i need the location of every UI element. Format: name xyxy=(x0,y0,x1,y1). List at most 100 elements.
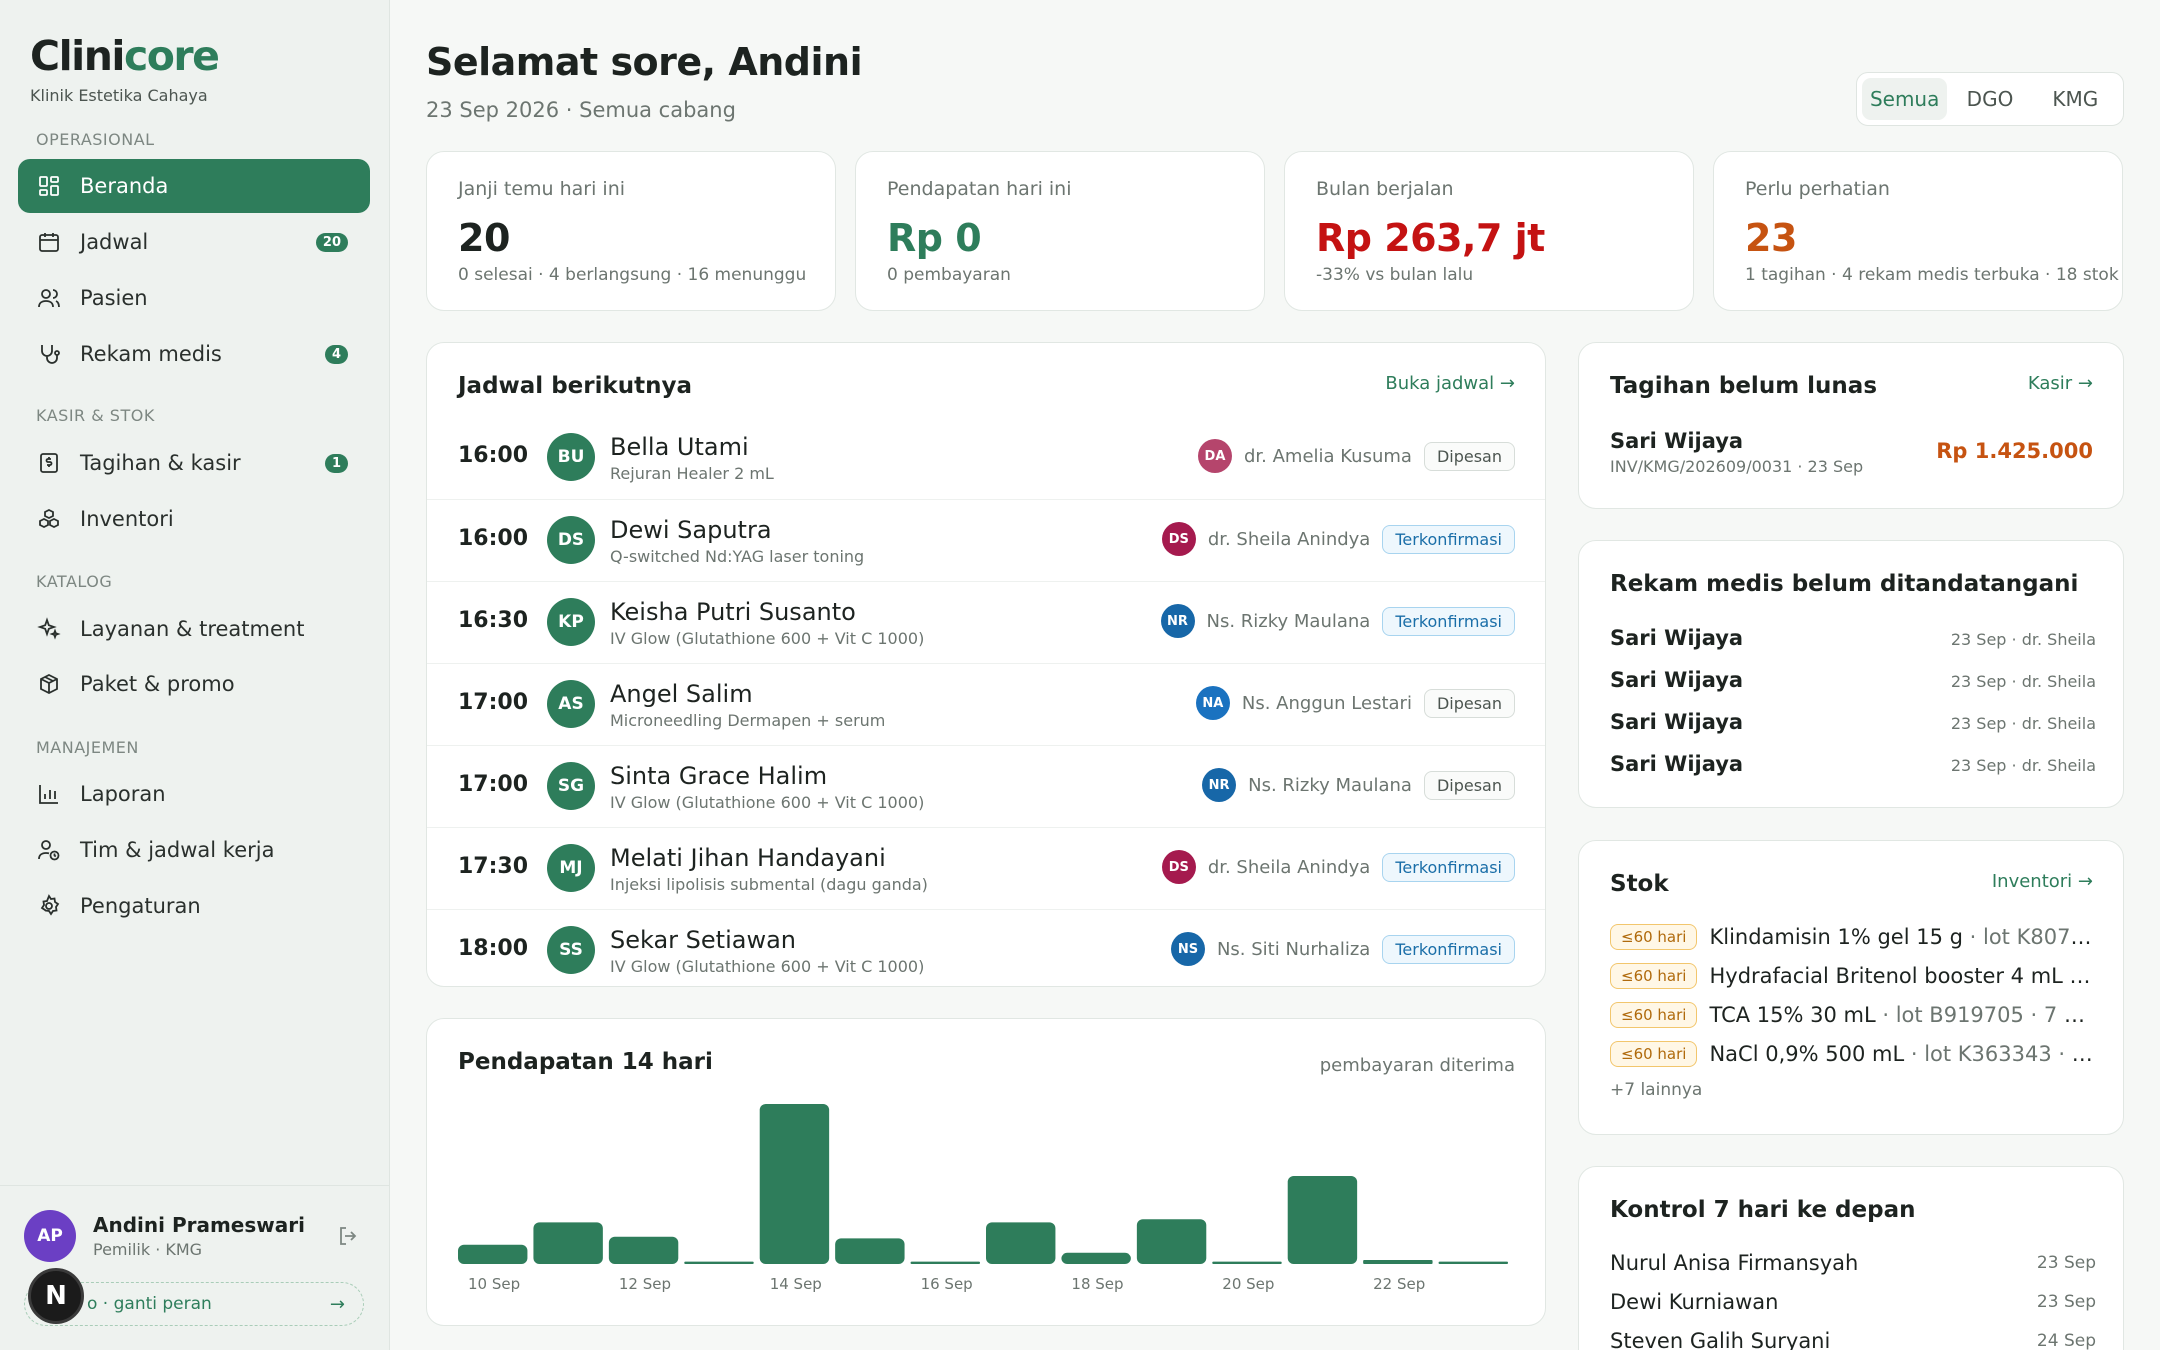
sidebar-item-label: Tim & jadwal kerja xyxy=(80,838,275,862)
unsigned-records-card: Rekam medis belum ditandatangani Sari Wi… xyxy=(1578,540,2124,808)
sidebar-item-pasien[interactable]: Pasien xyxy=(18,271,370,325)
sidebar-item-rekam-medis[interactable]: Rekam medis 4 xyxy=(18,327,370,381)
schedule-card: Jadwal berikutnya Buka jadwal → 16:00 BU B… xyxy=(426,342,1546,987)
x-tick-label: 12 Sep xyxy=(619,1275,671,1293)
record-patient: Sari Wijaya xyxy=(1610,710,1744,734)
stat-value: 20 xyxy=(458,216,510,260)
sidebar-item-tagihan-kasir[interactable]: Tagihan & kasir 1 xyxy=(18,436,370,490)
practitioner-avatar: NS xyxy=(1170,932,1205,966)
status-badge: Terkonfirmasi xyxy=(1382,606,1515,636)
revenue-bar xyxy=(835,1238,905,1264)
inventory-link[interactable]: Inventori → xyxy=(1991,871,2093,892)
sidebar-item-laporan[interactable]: Laporan xyxy=(18,767,370,821)
revenue-bar xyxy=(1061,1252,1131,1264)
stock-row[interactable]: ≤60 hari NaCl 0,9% 500 mL · lot K363343 ·… xyxy=(1610,1036,2096,1072)
sidebar-item-label: Laporan xyxy=(80,782,166,806)
sidebar-item-beranda[interactable]: Beranda xyxy=(18,159,370,213)
open-schedule-link[interactable]: Buka jadwal → xyxy=(1385,373,1515,394)
stock-more-link[interactable]: +7 lainnya xyxy=(1610,1080,1703,1100)
user-clock-icon xyxy=(36,837,62,863)
practitioner-avatar: DS xyxy=(1161,850,1196,884)
record-row[interactable]: Sari Wijaya 23 Sep · dr. Sheila xyxy=(1610,706,2096,746)
appointment-meta: NR Ns. Rizky Maulana Terkonfirmasi xyxy=(1160,604,1515,638)
appointment-time: 16:00 xyxy=(458,443,529,468)
cashier-link[interactable]: Kasir → xyxy=(2027,373,2093,394)
avatar[interactable]: AP xyxy=(24,1210,76,1262)
invoice-amount: Rp 1.425.000 xyxy=(1936,439,2093,463)
stat-sub: -33% vs bulan lalu xyxy=(1316,265,1474,285)
stock-row[interactable]: ≤60 hari Hydrafacial Britenol booster 4 m… xyxy=(1610,958,2096,994)
sidebar-item-tim-jadwal-kerja[interactable]: Tim & jadwal kerja xyxy=(18,823,370,877)
avatar: AS xyxy=(547,680,595,728)
sidebar-item-jadwal[interactable]: Jadwal 20 xyxy=(18,215,370,269)
stat-value: 23 xyxy=(1745,216,1797,260)
revenue-bar xyxy=(608,1236,679,1264)
branch-tab-semua[interactable]: Semua xyxy=(1862,78,1948,120)
stat-card-appointments: Janji temu hari ini 20 0 selesai · 4 ber… xyxy=(426,151,836,311)
stat-label: Bulan berjalan xyxy=(1316,178,1454,200)
sidebar-item-label: Paket & promo xyxy=(80,672,235,696)
control-row[interactable]: Dewi Kurniawan 23 Sep xyxy=(1610,1286,2096,1322)
stock-item-name: NaCl 0,9% 500 mL xyxy=(1709,1042,1905,1066)
record-row[interactable]: Sari Wijaya 23 Sep · dr. Sheila xyxy=(1610,748,2096,788)
control-row[interactable]: Steven Galih Suryani 24 Sep xyxy=(1610,1325,2096,1350)
appointment-meta: DS dr. Sheila Anindya Terkonfirmasi xyxy=(1161,522,1515,556)
sidebar-item-pengaturan[interactable]: Pengaturan xyxy=(18,879,370,933)
stock-item-name: Hydrafacial Britenol booster 4 mL xyxy=(1709,964,2063,988)
sidebar-item-layanan-treatment[interactable]: Layanan & treatment xyxy=(18,602,370,656)
sidebar-item-label: Inventori xyxy=(80,507,174,531)
sidebar-item-label: Jadwal xyxy=(80,230,149,254)
section-label-operasional: OPERASIONAL xyxy=(36,130,155,149)
receipt-icon xyxy=(36,450,62,476)
arrow-right-icon: → xyxy=(329,1293,345,1315)
stock-title: Stok xyxy=(1610,871,1669,897)
avatar: MJ xyxy=(547,844,595,892)
practitioner-name: Ns. Siti Nurhaliza xyxy=(1216,938,1371,960)
appointment-time: 16:30 xyxy=(458,608,529,633)
patient-name: Angel Salim xyxy=(610,680,753,708)
stat-sub: 1 tagihan · 4 rekam medis terbuka · 18 s… xyxy=(1745,265,2119,285)
revenue-chart: 10 Sep 12 Sep 14 Sep 16 Sep 18 Sep 20 Sep 22 S… xyxy=(458,1104,1508,1293)
practitioner-avatar: DS xyxy=(1161,522,1196,556)
control-row[interactable]: Nurul Anisa Firmansyah 23 Sep xyxy=(1610,1247,2096,1283)
stock-row[interactable]: ≤60 hari TCA 15% 30 mL · lot B919705 · 7 … xyxy=(1610,997,2096,1033)
appointment-row[interactable]: 16:30 KP Keisha Putri Susanto IV Glow (Glut… xyxy=(427,581,1545,663)
avatar: BU xyxy=(547,433,595,481)
revenue-bar xyxy=(684,1261,754,1264)
date-subtitle: 23 Sep 2026 · Semua cabang xyxy=(426,98,736,122)
appointment-row[interactable]: 16:00 DS Dewi Saputra Q-switched Nd:YAG las… xyxy=(427,499,1545,581)
app-logo[interactable]: Clinicore xyxy=(30,32,220,80)
practitioner-name: Ns. Rizky Maulana xyxy=(1206,610,1371,632)
branch-tab-kmg[interactable]: KMG xyxy=(2052,87,2099,111)
sidebar-item-paket-promo[interactable]: Paket & promo xyxy=(18,657,370,711)
bar-chart-icon xyxy=(36,781,62,807)
record-row[interactable]: Sari Wijaya 23 Sep · dr. Sheila xyxy=(1610,664,2096,704)
service-name: IV Glow (Glutathione 600 + Vit C 1000) xyxy=(610,793,925,812)
control-date: 24 Sep xyxy=(2036,1331,2096,1350)
stat-label: Perlu perhatian xyxy=(1745,178,1890,200)
patient-name: Sekar Setiawan xyxy=(610,926,797,954)
switch-role-button[interactable]: o · ganti peran → xyxy=(24,1282,364,1326)
appointment-row[interactable]: 17:00 AS Angel Salim Microneedling Dermapen… xyxy=(427,663,1545,745)
practitioner-avatar: DA xyxy=(1197,439,1232,473)
stock-item-lot: · lo... xyxy=(2069,964,2096,988)
appointment-time: 17:00 xyxy=(458,690,529,715)
page-title: Selamat sore, Andini xyxy=(426,40,863,84)
revenue-bar xyxy=(1438,1261,1508,1264)
appointment-row[interactable]: 16:00 BU Bella Utami Rejuran Healer 2 mL DA d… xyxy=(427,417,1545,499)
stock-row[interactable]: ≤60 hari Klindamisin 1% gel 15 g · lot K8… xyxy=(1610,919,2096,955)
appointment-row[interactable]: 17:30 MJ Melati Jihan Handayani Injeksi lip… xyxy=(427,827,1545,909)
branch-tab-dgo[interactable]: DGO xyxy=(1966,87,2014,111)
stock-item-name: TCA 15% 30 mL xyxy=(1709,1003,1876,1027)
stock-card: Stok Inventori → ≤60 hari Klindamisin 1% … xyxy=(1578,840,2124,1135)
sidebar-item-inventori[interactable]: Inventori xyxy=(18,492,370,546)
record-patient: Sari Wijaya xyxy=(1610,668,1744,692)
appointment-row[interactable]: 17:00 SG Sinta Grace Halim IV Glow (Glutath… xyxy=(427,745,1545,827)
logout-icon[interactable] xyxy=(336,1224,362,1250)
stat-card-attention: Perlu perhatian 23 1 tagihan · 4 rekam m… xyxy=(1713,151,2123,311)
dashboard-icon xyxy=(36,173,62,199)
appointment-row[interactable]: 18:00 SS Sekar Setiawan IV Glow (Glutathion… xyxy=(427,909,1545,991)
expiry-badge: ≤60 hari xyxy=(1610,1041,1698,1067)
dev-tools-badge[interactable]: N xyxy=(28,1268,84,1324)
record-row[interactable]: Sari Wijaya 23 Sep · dr. Sheila xyxy=(1610,622,2096,662)
